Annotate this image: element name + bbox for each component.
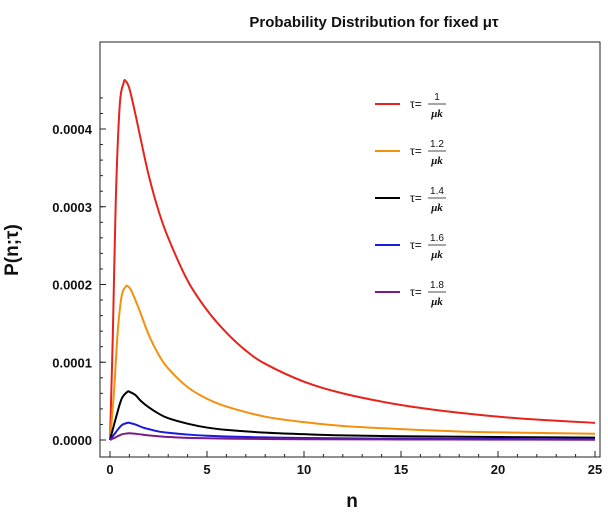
y-tick-label: 0.0001 [52, 355, 92, 370]
x-tick-label: 20 [491, 462, 505, 477]
series-line-5 [109, 432, 596, 441]
legend-numerator-4: 1.6 [430, 233, 444, 244]
series-line-3 [109, 390, 596, 441]
series-line-2 [109, 284, 596, 441]
plot-frame [99, 41, 601, 458]
legend-numerator-1: 1 [434, 92, 440, 103]
x-tick-label: 10 [297, 462, 311, 477]
legend-label-3: τ= [410, 191, 422, 205]
x-tick-label: 25 [588, 462, 602, 477]
y-axis-label: P(n;τ) [2, 224, 23, 276]
legend-numerator-2: 1.2 [430, 139, 444, 150]
series-line-1 [109, 79, 596, 441]
legend-label-1: τ= [410, 97, 422, 111]
legend-label-2: τ= [410, 144, 422, 158]
y-tick-label: 0.0004 [52, 122, 93, 137]
legend-label-4: τ= [410, 238, 422, 252]
y-tick-label: 0.0003 [52, 200, 92, 215]
legend-denominator-1: μk [430, 108, 443, 120]
x-axis-label: n [346, 491, 358, 512]
legend-denominator-3: μk [430, 202, 443, 214]
legend-denominator-4: μk [430, 249, 443, 261]
legend-numerator-5: 1.8 [430, 280, 444, 291]
legend-denominator-2: μk [430, 155, 443, 167]
x-tick-label: 0 [106, 462, 113, 477]
x-tick-label: 5 [203, 462, 210, 477]
chart-title: Probability Distribution for fixed μτ [249, 14, 499, 31]
y-tick-label: 0.0002 [52, 278, 92, 293]
legend-label-5: τ= [410, 285, 422, 299]
legend-numerator-3: 1.4 [430, 186, 444, 197]
legend-denominator-5: μk [430, 296, 443, 308]
y-tick-label: 0.0000 [52, 433, 92, 448]
x-tick-label: 15 [394, 462, 408, 477]
